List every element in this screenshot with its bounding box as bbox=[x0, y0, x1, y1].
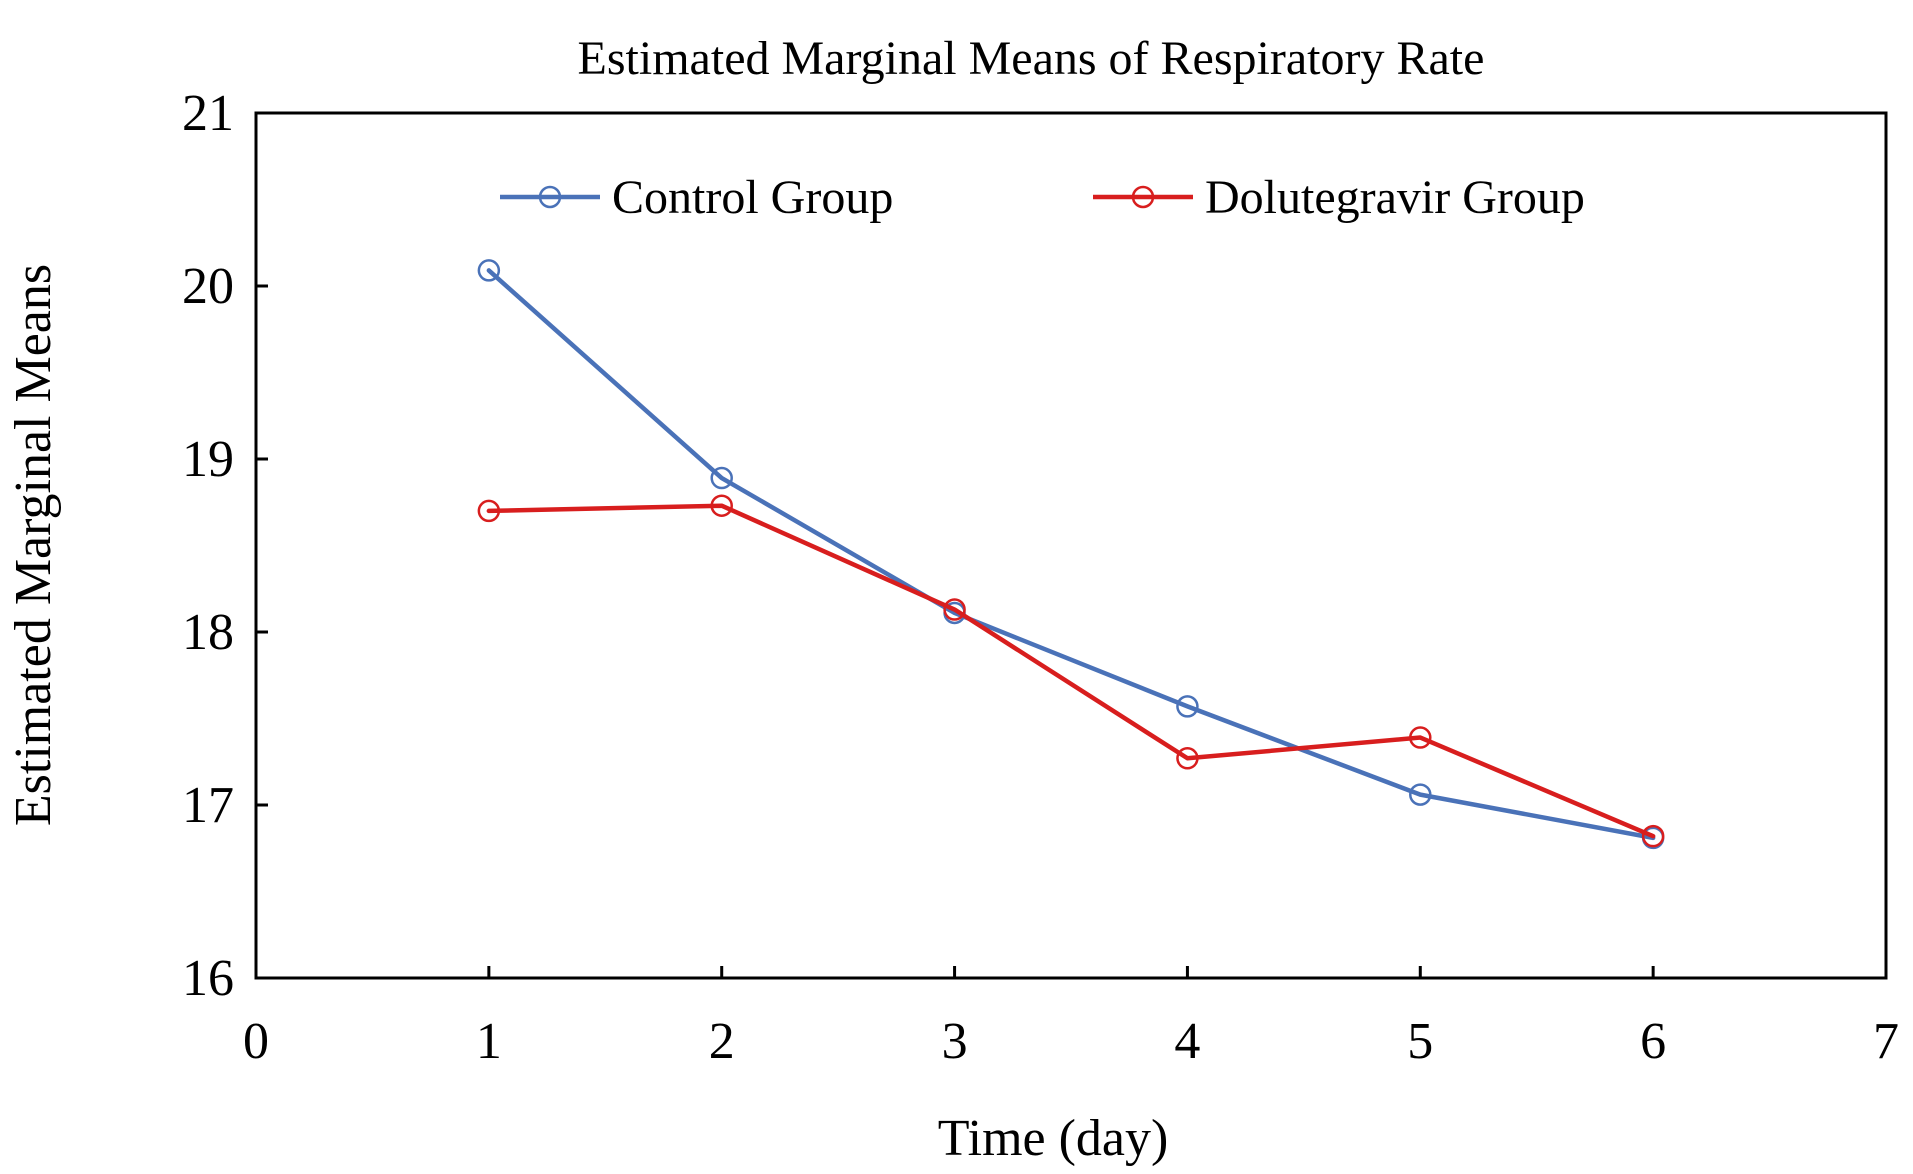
series-layer bbox=[477, 259, 1665, 850]
data-point-dolutegravir bbox=[943, 598, 966, 621]
data-point-dolutegravir bbox=[1641, 824, 1665, 848]
data-point-dolutegravir bbox=[477, 499, 501, 523]
x-axis-label: Time (day) bbox=[938, 1110, 1169, 1167]
y-tick-label: 17 bbox=[182, 777, 234, 834]
data-point-control bbox=[1176, 695, 1199, 718]
x-tick-label: 5 bbox=[1407, 1013, 1433, 1070]
data-point-dolutegravir bbox=[1176, 747, 1199, 770]
y-tick-label: 18 bbox=[182, 604, 234, 661]
series-line-control bbox=[486, 268, 1656, 841]
data-point-dolutegravir bbox=[710, 494, 733, 517]
x-tick-label: 6 bbox=[1640, 1013, 1666, 1070]
legend-swatch-marker bbox=[538, 185, 562, 209]
x-tick-label: 0 bbox=[243, 1013, 269, 1070]
x-tick-label: 1 bbox=[476, 1013, 502, 1070]
x-tick-label: 4 bbox=[1174, 1013, 1200, 1070]
data-point-control bbox=[710, 466, 733, 490]
legend: Control Group Dolutegravir Group bbox=[500, 171, 1585, 224]
y-tick-label: 19 bbox=[182, 431, 234, 488]
data-point-dolutegravir bbox=[1409, 726, 1432, 749]
series-line-dolutegravir bbox=[486, 503, 1656, 839]
legend-label: Control Group bbox=[612, 171, 893, 224]
y-tick-label: 16 bbox=[182, 950, 234, 1007]
legend-label: Dolutegravir Group bbox=[1205, 171, 1585, 224]
data-point-control bbox=[477, 259, 501, 282]
y-axis: 16 17 18 19 20 21 bbox=[182, 85, 268, 1007]
y-tick-label: 20 bbox=[182, 258, 234, 315]
x-tick-label: 3 bbox=[942, 1013, 968, 1070]
x-axis: 0 1 2 3 4 5 6 7 bbox=[243, 966, 1899, 1070]
x-tick-label: 2 bbox=[709, 1013, 735, 1070]
legend-swatch-marker bbox=[1131, 185, 1155, 209]
chart-title: Estimated Marginal Means of Respiratory … bbox=[578, 32, 1485, 85]
x-tick-label: 7 bbox=[1873, 1013, 1899, 1070]
y-axis-label: Estimated Marginal Means bbox=[5, 264, 62, 826]
plot-area-frame bbox=[254, 111, 1888, 980]
y-tick-label: 21 bbox=[182, 85, 234, 142]
data-point-control bbox=[1409, 783, 1432, 806]
